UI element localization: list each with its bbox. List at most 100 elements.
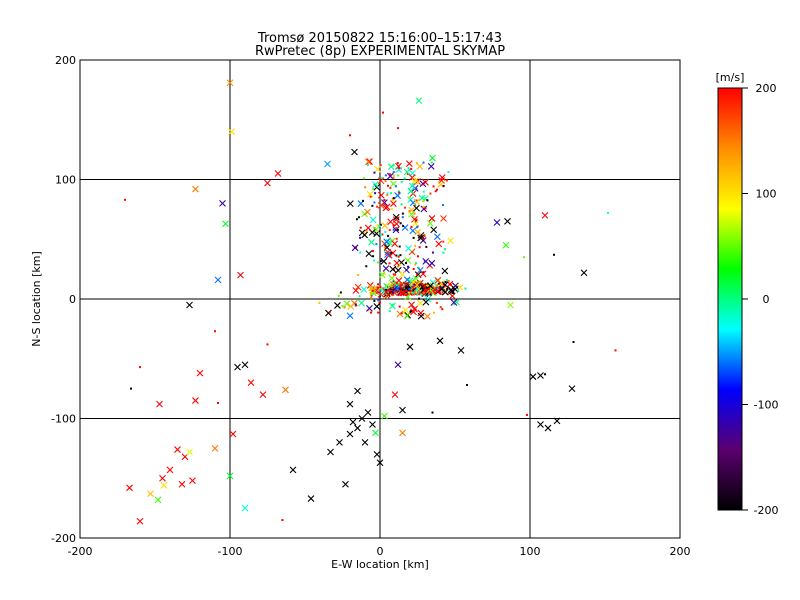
data-point-dot [607,211,609,214]
data-point-dot [389,186,392,189]
data-point-dot [124,198,126,201]
data-point-dot [377,311,380,314]
data-point-cross [381,412,388,420]
data-point-dot [412,287,415,290]
data-point-cross [366,191,374,198]
data-point-dot [447,279,450,282]
data-point-dot [398,254,401,257]
data-point-cross [387,218,394,226]
data-point-cross [373,450,381,458]
data-point-dot [422,161,425,164]
data-point-cross [211,444,219,452]
data-point-dot [408,286,411,289]
data-point-dot [381,233,384,236]
data-point-cross [436,337,444,345]
data-point-cross [289,466,297,474]
data-point-dot [370,311,373,314]
data-point-dot [399,291,402,294]
data-point-dot [397,174,400,177]
data-point-dot [382,111,384,114]
data-point-cross [422,178,429,186]
data-point-dot [281,519,284,522]
data-point-dot [433,311,436,314]
chart-title: Tromsø 20150822 15:16:00–15:17:43 [257,31,502,46]
data-point-cross [372,226,380,233]
data-point-dot [411,291,414,294]
data-point-cross [441,267,449,275]
data-point-dot [388,173,391,176]
y-tick-label: -100 [51,413,76,426]
data-point-dot [414,244,417,247]
data-point-cross [417,312,425,320]
data-point-dot [442,184,445,187]
data-point-cross [402,306,409,314]
data-point-dot [391,304,394,307]
data-point-dot [387,234,390,237]
data-point-cross [365,250,373,258]
data-point-cross [307,495,315,502]
data-point-dot [442,204,445,207]
data-point-dot [369,195,372,198]
data-point-cross [364,208,371,216]
data-point-dot [343,306,346,309]
colorbar-tick-label: -200 [754,504,779,517]
data-point-dot [422,199,425,202]
data-point-dot [442,251,445,254]
data-point-dot [414,262,417,265]
data-point-dot [416,288,419,291]
data-point-cross [416,266,424,274]
data-point-cross [427,163,435,170]
data-point-dot [413,212,416,215]
data-point-cross [178,480,186,488]
data-point-cross [234,363,241,371]
data-point-dot [337,294,340,297]
data-point-cross [502,241,510,249]
data-point-dot [328,311,331,314]
data-point-dot [430,291,433,294]
data-point-cross [537,421,544,428]
data-point-cross [274,170,282,177]
x-tick-label: -200 [68,545,93,558]
data-point-dot [383,199,386,202]
data-point-dot [384,174,387,177]
colorbar-label: [m/s] [716,71,745,84]
data-point-cross [371,181,379,188]
data-point-cross [393,285,401,292]
data-point-cross [493,219,501,226]
data-point-cross [403,312,411,320]
data-point-dot [450,291,453,294]
data-point-cross [398,271,406,278]
data-point-cross [247,379,255,387]
data-point-cross [429,154,436,162]
data-point-cross [553,417,561,425]
data-point-dot [431,251,434,254]
data-point-dot [614,349,617,352]
data-point-cross [241,504,249,512]
data-point-cross [380,257,388,265]
data-point-cross [387,163,395,171]
data-point-dot [394,185,397,188]
data-point-cross [174,446,181,453]
data-point-dot [398,305,401,308]
data-point-cross [544,424,552,432]
data-point-cross [346,200,354,208]
data-point-cross [369,216,377,224]
data-point-dot [422,291,425,294]
data-point-cross [399,406,406,414]
data-point-cross [399,429,406,437]
data-point-dot [408,196,411,199]
y-tick-label: -200 [51,532,76,545]
data-point-dot [412,236,415,239]
data-point-dot [445,279,448,282]
data-point-cross [364,224,372,232]
data-point-dot [386,194,389,197]
data-point-dot [434,190,437,193]
data-point-dot [373,299,376,302]
data-point-dot [572,341,575,344]
data-point-cross [386,172,394,180]
data-point-dot [359,251,362,254]
data-point-dot [400,312,403,315]
data-point-cross [411,215,418,223]
data-point-cross [228,128,235,136]
